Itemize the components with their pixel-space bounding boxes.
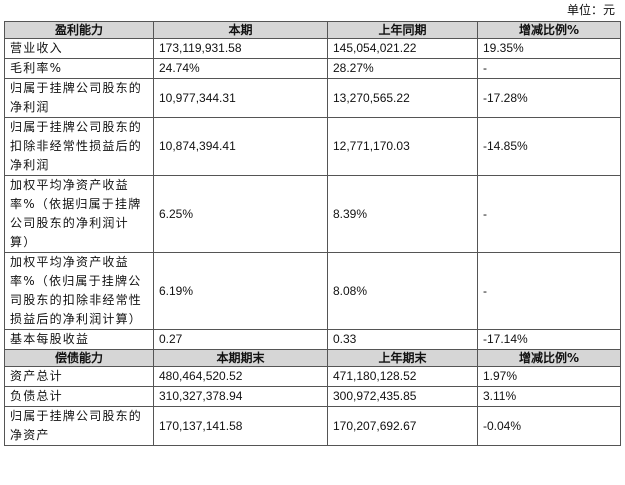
table-row: 毛利率% 24.74% 28.27% -: [4, 58, 621, 79]
previous-value: 471,180,128.52: [327, 366, 478, 387]
table-row: 归属于挂牌公司股东的净利润 10,977,344.31 13,270,565.22-…: [4, 78, 621, 118]
table-row: 基本每股收益 0.27 0.33 -17.14%: [4, 329, 621, 350]
change-percent: 3.11%: [477, 386, 621, 407]
header-previous: 上年期末: [327, 349, 478, 367]
current-value: 0.27: [153, 329, 328, 350]
change-percent: -0.04%: [477, 406, 621, 446]
change-percent: -14.85%: [477, 117, 621, 176]
financial-indicators-table: 盈利能力 本期 上年同期 增减比例% 营业收入 173,119,931.58 145,054…: [4, 21, 621, 446]
row-label: 负债总计: [4, 386, 154, 407]
change-percent: -17.28%: [477, 78, 621, 118]
header-previous: 上年同期: [327, 21, 478, 39]
previous-value: 8.08%: [327, 252, 478, 330]
current-value: 6.19%: [153, 252, 328, 330]
header-current: 本期: [153, 21, 328, 39]
change-percent: -: [477, 58, 621, 79]
current-value: 6.25%: [153, 175, 328, 253]
row-label: 加权平均净资产收益率%（依据归属于挂牌公司股东的净利润计算）: [4, 175, 154, 253]
change-percent: -17.14%: [477, 329, 621, 350]
current-value: 170,137,141.58: [153, 406, 328, 446]
row-label: 归属于挂牌公司股东的扣除非经常性损益后的净利润: [4, 117, 154, 176]
table-row: 加权平均净资产收益率%（依归属于挂牌公司股东的扣除非经常性损益后的净利润计算） 6…: [4, 252, 621, 330]
header-category: 盈利能力: [4, 21, 154, 39]
current-value: 310,327,378.94: [153, 386, 328, 407]
table-row: 归属于挂牌公司股东的扣除非经常性损益后的净利润 10,874,394.41 12,7…: [4, 117, 621, 176]
previous-value: 170,207,692.67: [327, 406, 478, 446]
section-header-row: 偿债能力 本期期末 上年期末 增减比例%: [4, 349, 621, 367]
current-value: 10,977,344.31: [153, 78, 328, 118]
previous-value: 28.27%: [327, 58, 478, 79]
change-percent: -: [477, 175, 621, 253]
table-row: 资产总计 480,464,520.52 471,180,128.52 1.97%: [4, 366, 621, 387]
row-label: 基本每股收益: [4, 329, 154, 350]
current-value: 173,119,931.58: [153, 38, 328, 59]
table-row: 归属于挂牌公司股东的净资产 170,137,141.58 170,207,692.6…: [4, 406, 621, 446]
row-label: 归属于挂牌公司股东的净利润: [4, 78, 154, 118]
header-change: 增减比例%: [477, 349, 621, 367]
row-label: 毛利率%: [4, 58, 154, 79]
change-percent: -: [477, 252, 621, 330]
previous-value: 13,270,565.22: [327, 78, 478, 118]
table-row: 负债总计 310,327,378.94 300,972,435.85 3.11%: [4, 386, 621, 407]
change-percent: 1.97%: [477, 366, 621, 387]
unit-label: 单位：元: [566, 3, 615, 17]
row-label: 加权平均净资产收益率%（依归属于挂牌公司股东的扣除非经常性损益后的净利润计算）: [4, 252, 154, 330]
previous-value: 12,771,170.03: [327, 117, 478, 176]
section-header-row: 盈利能力 本期 上年同期 增减比例%: [4, 21, 621, 39]
current-value: 10,874,394.41: [153, 117, 328, 176]
row-label: 归属于挂牌公司股东的净资产: [4, 406, 154, 446]
row-label: 资产总计: [4, 366, 154, 387]
previous-value: 8.39%: [327, 175, 478, 253]
previous-value: 145,054,021.22: [327, 38, 478, 59]
header-current: 本期期末: [153, 349, 328, 367]
current-value: 24.74%: [153, 58, 328, 79]
header-change: 增减比例%: [477, 21, 621, 39]
current-value: 480,464,520.52: [153, 366, 328, 387]
table-row: 加权平均净资产收益率%（依据归属于挂牌公司股东的净利润计算） 6.25% 8.39%…: [4, 175, 621, 253]
change-percent: 19.35%: [477, 38, 621, 59]
header-category: 偿债能力: [4, 349, 154, 367]
row-label: 营业收入: [4, 38, 154, 59]
previous-value: 300,972,435.85: [327, 386, 478, 407]
table-row: 营业收入 173,119,931.58 145,054,021.22 19.35%: [4, 38, 621, 59]
previous-value: 0.33: [327, 329, 478, 350]
